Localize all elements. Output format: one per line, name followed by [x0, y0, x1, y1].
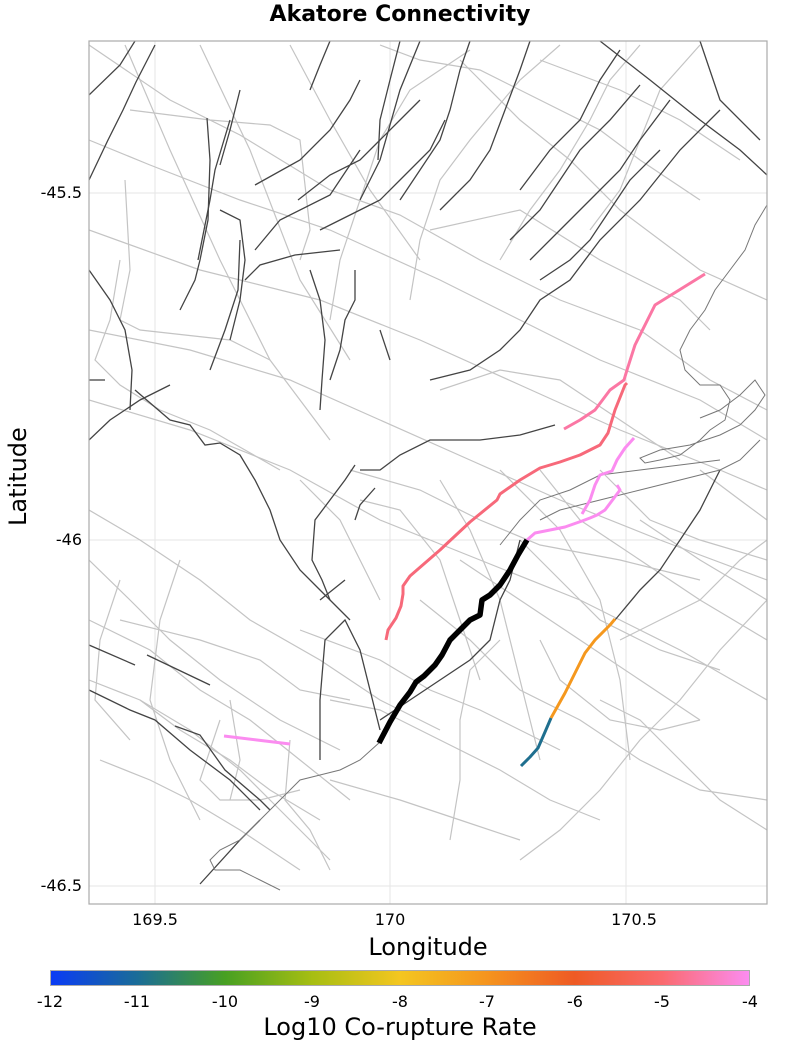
plot-frame [88, 40, 768, 905]
colorbar-tick-label: -9 [304, 992, 320, 1011]
fault-rate-minus7.0 [549, 618, 617, 719]
colorbar-title: Log10 Co-rupture Rate [263, 1013, 537, 1041]
colorbar-tick-label: -11 [123, 992, 151, 1011]
fault-rate-minus4.2-c [223, 734, 291, 746]
x-tick-label: 170.5 [611, 910, 657, 929]
x-tick-label: 170 [374, 910, 406, 929]
coastline [209, 204, 767, 891]
chart-title: Akatore Connectivity [269, 2, 531, 27]
colorbar-tick-label: -7 [479, 992, 495, 1011]
colorbar-tick-label: -10 [211, 992, 239, 1011]
connected-faults [223, 272, 706, 768]
fault-rate-minus5.3 [384, 381, 629, 641]
fault-rate-minus10.8 [519, 717, 553, 768]
y-axis-label: Latitude [4, 427, 32, 526]
gridlines [89, 41, 767, 904]
colorbar-tick-label: -12 [36, 992, 64, 1011]
colorbar-tick-label: -8 [392, 992, 408, 1011]
colorbar-tick-label: -4 [742, 992, 758, 1011]
colorbar-tick-label: -5 [654, 992, 670, 1011]
y-tick-label: -46 [55, 530, 82, 549]
fault-rate-minus4.2-b [580, 436, 636, 515]
fault-rate-minus4.9 [563, 272, 706, 431]
y-tick-label: -45.5 [40, 183, 82, 202]
fault-rate-minus4.2-a [526, 484, 622, 542]
colorbar [50, 970, 750, 986]
source-fault-akatore [376, 538, 530, 745]
colorbar-tick-label: -6 [567, 992, 583, 1011]
dark-fault-traces [89, 41, 767, 885]
x-axis-label: Longitude [368, 933, 488, 961]
background-fault-polygons [89, 44, 767, 871]
y-tick-label: -46.5 [40, 876, 82, 895]
x-tick-label: 169.5 [132, 910, 178, 929]
